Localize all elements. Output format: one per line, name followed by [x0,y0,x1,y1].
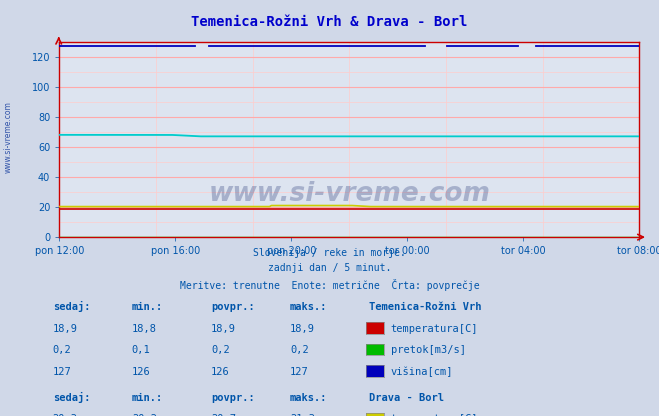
Text: Temenica-Rožni Vrh: Temenica-Rožni Vrh [369,302,482,312]
Text: 18,9: 18,9 [211,324,236,334]
Text: 127: 127 [290,367,308,377]
Text: www.si-vreme.com: www.si-vreme.com [208,181,490,207]
Text: maks.:: maks.: [290,302,328,312]
Text: 18,8: 18,8 [132,324,157,334]
Text: min.:: min.: [132,302,163,312]
Text: višina[cm]: višina[cm] [391,366,453,377]
Text: zadnji dan / 5 minut.: zadnji dan / 5 minut. [268,263,391,273]
Text: sedaj:: sedaj: [53,301,90,312]
Text: povpr.:: povpr.: [211,302,254,312]
Text: pretok[m3/s]: pretok[m3/s] [391,345,466,355]
Text: 0,1: 0,1 [132,345,150,355]
Text: sedaj:: sedaj: [53,391,90,403]
Text: Drava - Borl: Drava - Borl [369,393,444,403]
Text: Meritve: trenutne  Enote: metrične  Črta: povprečje: Meritve: trenutne Enote: metrične Črta: … [180,279,479,291]
Text: Slovenija / reke in morje.: Slovenija / reke in morje. [253,248,406,258]
Text: www.si-vreme.com: www.si-vreme.com [4,102,13,173]
Text: 20,7: 20,7 [211,414,236,416]
Text: 0,2: 0,2 [290,345,308,355]
Text: 126: 126 [211,367,229,377]
Text: temperatura[C]: temperatura[C] [391,414,478,416]
Text: 0,2: 0,2 [211,345,229,355]
Text: 20,2: 20,2 [132,414,157,416]
Text: 127: 127 [53,367,71,377]
Text: min.:: min.: [132,393,163,403]
Text: 126: 126 [132,367,150,377]
Text: 20,3: 20,3 [53,414,78,416]
Text: povpr.:: povpr.: [211,393,254,403]
Text: 21,3: 21,3 [290,414,315,416]
Text: 18,9: 18,9 [290,324,315,334]
Text: 0,2: 0,2 [53,345,71,355]
Text: maks.:: maks.: [290,393,328,403]
Text: Temenica-Rožni Vrh & Drava - Borl: Temenica-Rožni Vrh & Drava - Borl [191,15,468,29]
Text: 18,9: 18,9 [53,324,78,334]
Text: temperatura[C]: temperatura[C] [391,324,478,334]
